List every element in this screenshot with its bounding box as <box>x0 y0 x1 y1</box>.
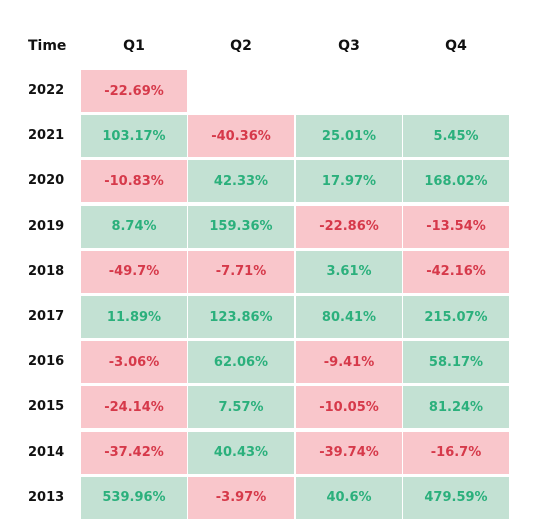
year-label-2015: 2015 <box>28 399 65 415</box>
return-cell-2017-q1: 11.89% <box>81 296 187 338</box>
return-cell-2015-q3: -10.05% <box>296 386 402 429</box>
time-header: Time <box>28 38 67 54</box>
column-header-q2: Q2 <box>230 38 252 54</box>
return-cell-2022-q1: -22.69% <box>81 70 187 112</box>
return-cell-2018-q3: 3.61% <box>296 250 402 293</box>
return-cell-2019-q3: -22.86% <box>296 205 402 248</box>
return-cell-2020-q1: -10.83% <box>81 160 187 203</box>
return-cell-2021-q4: 5.45% <box>403 115 509 158</box>
return-cell-2015-q1: -24.14% <box>81 386 187 429</box>
return-cell-2014-q2: 40.43% <box>188 431 294 474</box>
return-cell-2013-q3: 40.6% <box>296 476 402 519</box>
year-label-2017: 2017 <box>28 309 65 324</box>
return-cell-2019-q4: -13.54% <box>403 205 509 248</box>
column-header-q4: Q4 <box>445 38 467 54</box>
year-label-2022: 2022 <box>28 83 65 98</box>
return-cell-2014-q4: -16.7% <box>403 431 509 474</box>
return-cell-2014-q1: -37.42% <box>81 431 187 474</box>
return-cell-2014-q3: -39.74% <box>296 431 402 474</box>
return-cell-2015-q4: 81.24% <box>403 386 509 429</box>
year-label-2014: 2014 <box>28 444 65 460</box>
return-cell-2018-q1: -49.7% <box>81 250 187 293</box>
column-header-q3: Q3 <box>338 38 360 54</box>
return-cell-2016-q1: -3.06% <box>81 341 187 384</box>
return-cell-2021-q3: 25.01% <box>296 115 402 158</box>
return-cell-2013-q4: 479.59% <box>403 476 509 519</box>
year-label-2018: 2018 <box>28 263 65 279</box>
year-label-2016: 2016 <box>28 354 65 370</box>
column-header-q1: Q1 <box>123 38 145 54</box>
return-cell-2020-q2: 42.33% <box>188 160 294 203</box>
return-cell-2017-q2: 123.86% <box>188 296 294 338</box>
return-cell-2013-q2: -3.97% <box>188 476 294 519</box>
return-cell-2018-q2: -7.71% <box>188 250 294 293</box>
return-cell-2017-q4: 215.07% <box>403 296 509 338</box>
return-cell-2021-q1: 103.17% <box>81 115 187 158</box>
return-cell-2020-q4: 168.02% <box>403 160 509 203</box>
year-label-2013: 2013 <box>28 489 65 505</box>
return-cell-2020-q3: 17.97% <box>296 160 402 203</box>
return-cell-2021-q2: -40.36% <box>188 115 294 158</box>
return-cell-2016-q3: -9.41% <box>296 341 402 384</box>
return-cell-2016-q4: 58.17% <box>403 341 509 384</box>
return-cell-2019-q1: 8.74% <box>81 205 187 248</box>
year-label-2021: 2021 <box>28 128 65 144</box>
year-label-2019: 2019 <box>28 218 65 234</box>
return-cell-2015-q2: 7.57% <box>188 386 294 429</box>
return-cell-2013-q1: 539.96% <box>81 476 187 519</box>
return-cell-2017-q3: 80.41% <box>296 296 402 338</box>
return-cell-2019-q2: 159.36% <box>188 205 294 248</box>
return-cell-2016-q2: 62.06% <box>188 341 294 384</box>
return-cell-2018-q4: -42.16% <box>403 250 509 293</box>
year-label-2020: 2020 <box>28 173 65 189</box>
